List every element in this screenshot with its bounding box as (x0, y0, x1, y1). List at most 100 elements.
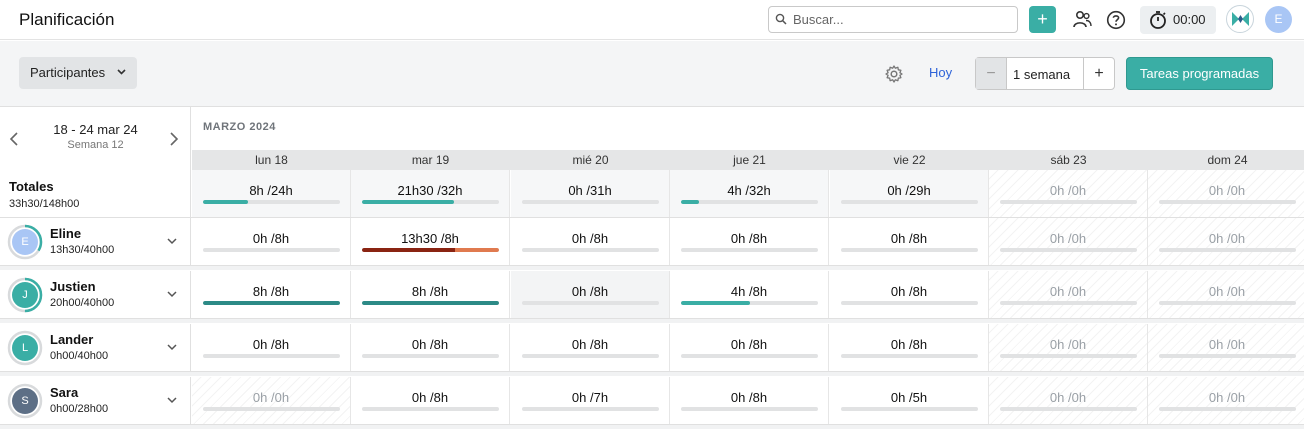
day-cell[interactable]: 0h /8h (511, 218, 670, 265)
add-button[interactable]: + (1029, 6, 1056, 33)
hours-value: 0h /0h (1049, 390, 1087, 405)
day-cell[interactable]: 0h /5h (830, 377, 989, 424)
day-cell[interactable]: 8h /8h (351, 271, 510, 318)
progress-bar (522, 248, 659, 252)
totals-cell: 0h /29h (830, 170, 989, 217)
hours-value: 21h30 /32h (397, 183, 463, 198)
day-cell[interactable]: 0h /0h (989, 377, 1148, 424)
day-cell[interactable]: 0h /0h (1148, 324, 1304, 371)
row-separator (0, 371, 1304, 376)
chevron-right-icon[interactable] (169, 132, 179, 146)
person-label[interactable]: E Eline 13h30/40h00 (0, 218, 191, 265)
range-increase-button[interactable]: + (1083, 58, 1114, 89)
person-label[interactable]: J Justien 20h00/40h00 (0, 271, 191, 318)
day-cell[interactable]: 0h /8h (670, 218, 829, 265)
hours-value: 0h /8h (730, 337, 768, 352)
totals-cell: 0h /31h (511, 170, 670, 217)
progress-bar (522, 407, 659, 411)
day-cell[interactable]: 0h /8h (192, 218, 351, 265)
progress-bar (203, 248, 340, 252)
day-cell[interactable]: 0h /0h (989, 324, 1148, 371)
person-row: L Lander 0h00/40h00 0h /8h 0h /8h 0h /8h 0h /8… (0, 324, 1304, 372)
day-cell[interactable]: 0h /0h (1148, 218, 1304, 265)
progress-bar (1000, 301, 1137, 305)
row-separator (0, 318, 1304, 323)
participants-dropdown[interactable]: Participantes (19, 57, 137, 89)
day-cell[interactable]: 0h /8h (830, 324, 989, 371)
day-cell[interactable]: 4h /8h (670, 271, 829, 318)
hours-value: 0h /0h (1208, 337, 1246, 352)
avatar-initial: J (12, 282, 38, 308)
progress-bar (681, 200, 818, 204)
hours-value: 0h /8h (890, 337, 928, 352)
day-cell[interactable]: 0h /8h (351, 377, 510, 424)
top-bar: Planificación + 00:00 (0, 0, 1304, 40)
hours-value: 0h /8h (252, 337, 290, 352)
search-input[interactable] (793, 10, 1013, 29)
range-decrease-button[interactable]: − (976, 58, 1007, 89)
progress-bar (203, 200, 340, 204)
timer-button[interactable]: 00:00 (1140, 6, 1216, 34)
progress-bar (522, 301, 659, 305)
week-number: Semana 12 (67, 139, 124, 151)
day-cell[interactable]: 8h /8h (192, 271, 351, 318)
week-navigator: 18 - 24 mar 24 Semana 12 (0, 107, 191, 170)
progress-bar (681, 248, 818, 252)
day-cell[interactable]: 13h30 /8h (351, 218, 510, 265)
person-name: Sara (50, 385, 79, 400)
progress-bar (203, 301, 340, 305)
brand-logo-icon[interactable] (1226, 5, 1254, 33)
day-cell[interactable]: 0h /8h (670, 324, 829, 371)
people-icon[interactable] (1071, 9, 1093, 31)
today-button[interactable]: Hoy (929, 65, 953, 80)
day-cell[interactable]: 0h /7h (511, 377, 670, 424)
chevron-down-icon[interactable] (167, 238, 177, 245)
avatar[interactable]: J (7, 277, 43, 313)
person-label[interactable]: S Sara 0h00/28h00 (0, 377, 191, 424)
progress-bar (1000, 407, 1137, 411)
day-cell[interactable]: 0h /8h (830, 218, 989, 265)
day-cell[interactable]: 0h /0h (192, 377, 351, 424)
help-icon[interactable] (1105, 9, 1127, 31)
progress-fill (362, 248, 499, 252)
avatar[interactable]: L (7, 330, 43, 366)
avatar[interactable]: E (7, 224, 43, 260)
day-cell[interactable]: 0h /0h (989, 271, 1148, 318)
day-cell[interactable]: 0h /0h (1148, 271, 1304, 318)
person-label[interactable]: L Lander 0h00/40h00 (0, 324, 191, 371)
chevron-down-icon[interactable] (167, 344, 177, 351)
hours-value: 0h /0h (252, 390, 290, 405)
hours-value: 4h /8h (730, 284, 768, 299)
hours-value: 0h /8h (571, 284, 609, 299)
day-cell[interactable]: 0h /8h (192, 324, 351, 371)
workload-ring (7, 277, 43, 313)
day-cell[interactable]: 0h /8h (511, 324, 670, 371)
day-header-5: sáb 23 (1050, 153, 1087, 167)
progress-bar (362, 248, 499, 252)
workload-ring (7, 330, 43, 366)
chevron-down-icon[interactable] (167, 397, 177, 404)
day-cell[interactable]: 0h /8h (351, 324, 510, 371)
totals-cell: 0h /0h (1148, 170, 1304, 217)
avatar[interactable]: S (7, 383, 43, 419)
hours-value: 0h /8h (890, 231, 928, 246)
day-cell[interactable]: 0h /8h (830, 271, 989, 318)
day-cell[interactable]: 0h /0h (989, 218, 1148, 265)
chevron-left-icon[interactable] (9, 132, 19, 146)
week-range: 18 - 24 mar 24 (53, 122, 138, 137)
avatar-initial: L (12, 335, 38, 361)
progress-bar (681, 301, 818, 305)
progress-bar (841, 200, 978, 204)
timer-value: 00:00 (1173, 12, 1206, 27)
day-cell[interactable]: 0h /8h (511, 271, 670, 318)
day-cell[interactable]: 0h /8h (670, 377, 829, 424)
gear-icon[interactable] (884, 64, 904, 84)
search-box[interactable] (768, 6, 1018, 33)
scheduled-tasks-button[interactable]: Tareas programadas (1126, 57, 1273, 90)
avatar-initial: S (12, 388, 38, 414)
range-value[interactable]: 1 semana (1013, 67, 1071, 82)
user-avatar[interactable]: E (1265, 6, 1292, 33)
chevron-down-icon[interactable] (167, 291, 177, 298)
day-cell[interactable]: 0h /0h (1148, 377, 1304, 424)
totals-cell: 8h /24h (192, 170, 351, 217)
